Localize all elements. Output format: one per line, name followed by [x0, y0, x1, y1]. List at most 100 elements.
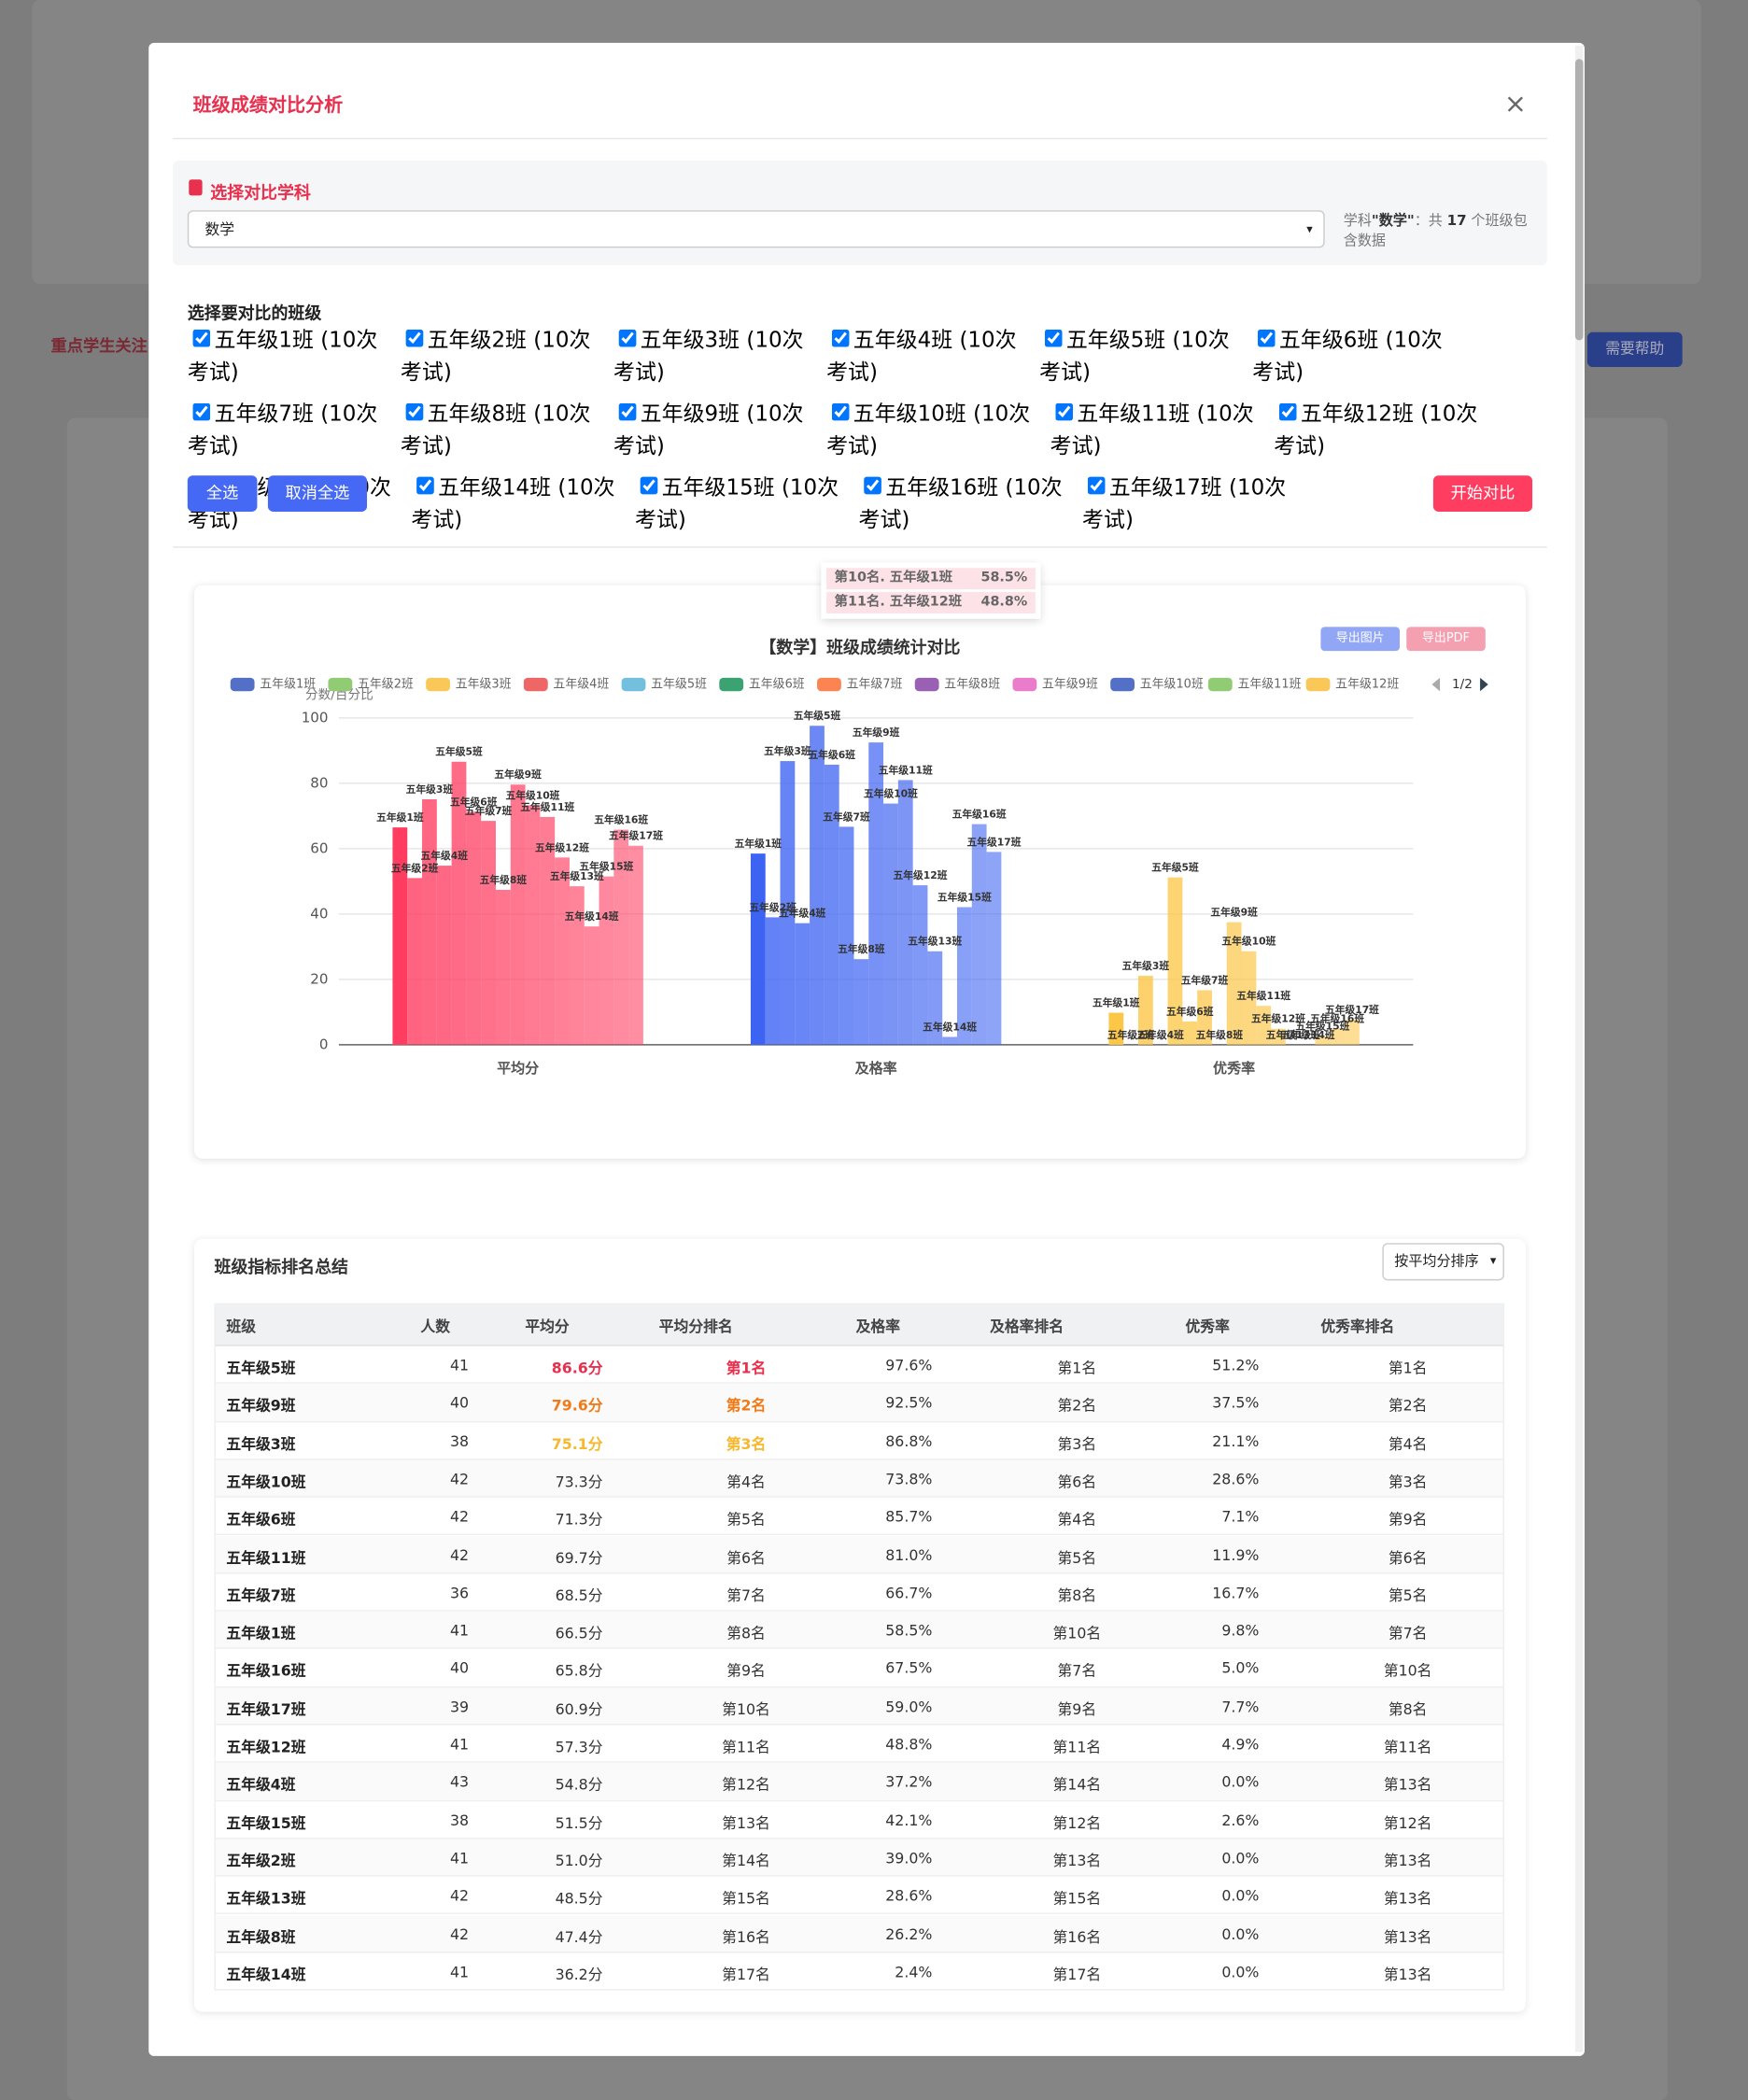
- class-option: 五年级3班 (10次考试): [613, 321, 817, 386]
- table-cell: 73.8%: [885, 1470, 933, 1488]
- class-checkbox[interactable]: [831, 402, 850, 421]
- table-cell: 86.8%: [885, 1432, 933, 1450]
- deselect-all-button[interactable]: 取消全选: [267, 475, 368, 512]
- class-checkbox[interactable]: [618, 402, 637, 421]
- table-cell: 92.5%: [885, 1394, 933, 1413]
- table-cell: 40: [449, 1394, 470, 1413]
- export-image-button[interactable]: 导出图片: [1320, 627, 1401, 652]
- table-cell: 71.3分: [555, 1511, 603, 1529]
- bar-label: 五年级8班: [838, 943, 885, 955]
- table-cell: 0.0%: [1221, 1773, 1260, 1792]
- class-option-label: 五年级10班 (10次考试): [826, 400, 1031, 458]
- bar-label: 五年级13班: [550, 870, 604, 882]
- summary-table: 班级 人数 平均分 平均分排名 及格率 及格率排名 优秀率 优秀率排名 五年级5班 41 86.6分…: [214, 1303, 1504, 1991]
- legend-swatch: [328, 677, 353, 692]
- legend-label: 五年级8班: [944, 678, 1000, 692]
- table-cell: 5.0%: [1221, 1659, 1260, 1678]
- table-cell: 86.6分: [551, 1359, 603, 1377]
- bar-label: 五年级4班: [779, 908, 826, 920]
- table-cell: 第2名: [1388, 1397, 1428, 1416]
- table-header: 平均分排名: [658, 1318, 733, 1336]
- table-row: [215, 1573, 1503, 1612]
- class-checkbox[interactable]: [831, 329, 850, 347]
- help-button[interactable]: 需要帮助: [1586, 331, 1683, 368]
- bar: [628, 845, 643, 1045]
- table-cell: 五年级13班: [226, 1890, 306, 1908]
- bar: [971, 824, 987, 1045]
- table-row: [215, 1876, 1503, 1915]
- class-checkbox[interactable]: [1257, 329, 1276, 347]
- class-checkbox[interactable]: [640, 476, 658, 495]
- table-cell: 36: [449, 1584, 470, 1602]
- table-cell: 41: [449, 1736, 470, 1754]
- bar: [956, 907, 972, 1045]
- y-tick-label: 80: [310, 774, 328, 791]
- class-checkbox[interactable]: [405, 402, 424, 421]
- bar-label: 五年级2班: [749, 901, 796, 913]
- table-cell: 85.7%: [885, 1508, 933, 1527]
- y-tick-label: 20: [310, 970, 328, 987]
- table-cell: 第15名: [1052, 1890, 1102, 1908]
- table-cell: 五年级12班: [226, 1738, 306, 1756]
- class-option: 五年级6班 (10次考试): [1252, 321, 1456, 386]
- bar: [750, 853, 766, 1045]
- class-checkbox[interactable]: [192, 329, 211, 347]
- close-button[interactable]: ×: [1503, 87, 1527, 120]
- class-checkbox[interactable]: [416, 476, 434, 495]
- chart-card: 【数学】班级成绩统计对比 分数/百分比 0 20 40 60 80 100 五年级1班 五年级…: [193, 585, 1526, 1159]
- bar: [392, 827, 408, 1045]
- subject-select[interactable]: 数学 ▾: [187, 210, 1325, 248]
- table-cell: 42: [449, 1546, 470, 1564]
- bar-label: 五年级16班: [952, 809, 1007, 821]
- bar-label: 五年级1班: [1092, 997, 1140, 1009]
- class-option: 五年级15班 (10次考试): [635, 469, 850, 533]
- bar-label: 五年级11班: [879, 764, 933, 776]
- select-arrow: ▾: [1306, 223, 1313, 237]
- table-cell: 40: [449, 1659, 470, 1678]
- table-cell: 第7名: [726, 1586, 766, 1605]
- table-cell: 47.4分: [555, 1927, 603, 1946]
- class-option-label: 五年级3班 (10次考试): [613, 327, 804, 385]
- bar: [1271, 1028, 1286, 1045]
- table-cell: 0.0%: [1221, 1925, 1260, 1943]
- class-checkbox[interactable]: [192, 402, 211, 421]
- class-checkbox[interactable]: [1087, 476, 1106, 495]
- class-checkbox[interactable]: [1055, 402, 1074, 421]
- bar: [555, 857, 570, 1045]
- table-cell: 7.7%: [1221, 1698, 1260, 1716]
- table-cell: 67.5%: [885, 1659, 933, 1678]
- bar: [1241, 951, 1257, 1045]
- table-cell: 51.5分: [555, 1814, 603, 1832]
- table-header-bg: [215, 1304, 1503, 1346]
- table-cell: 第13名: [1383, 1776, 1432, 1795]
- subject-info: 学科"数学"：共 17 个班级包含数据: [1344, 212, 1538, 252]
- bar-label: 五年级12班: [894, 869, 948, 881]
- class-checkbox[interactable]: [1044, 329, 1063, 347]
- bar-label: 五年级13班: [1266, 1029, 1320, 1041]
- table-cell: 第12名: [1052, 1814, 1102, 1832]
- bar: [451, 761, 467, 1045]
- legend-label: 五年级2班: [358, 678, 414, 692]
- table-cell: 第6名: [1057, 1473, 1097, 1491]
- class-checkbox[interactable]: [405, 329, 424, 347]
- table-cell: 4.9%: [1221, 1736, 1260, 1754]
- info-part: "数学": [1371, 213, 1415, 230]
- class-checkbox[interactable]: [1278, 402, 1297, 421]
- legend-swatch: [1110, 677, 1135, 692]
- start-button[interactable]: 开始对比: [1432, 475, 1533, 512]
- legend-label: 五年级7班: [847, 678, 903, 692]
- bar-label: 五年级4班: [1136, 1029, 1184, 1041]
- select-all-button[interactable]: 全选: [187, 475, 258, 512]
- table-cell: 第8名: [1057, 1586, 1097, 1605]
- class-checkbox[interactable]: [864, 476, 881, 495]
- legend-label: 五年级11班: [1237, 678, 1301, 692]
- sort-select[interactable]: 按平均分排序 ▾: [1382, 1243, 1504, 1281]
- table-cell: 第13名: [1383, 1966, 1432, 1984]
- legend-swatch: [817, 677, 841, 692]
- table-cell: 41: [449, 1357, 470, 1374]
- export-pdf-button[interactable]: 导出PDF: [1406, 627, 1486, 652]
- class-checkbox[interactable]: [618, 329, 637, 347]
- subject-icon: [189, 179, 203, 196]
- table-cell: 28.6%: [1212, 1470, 1260, 1488]
- bar: [883, 803, 898, 1045]
